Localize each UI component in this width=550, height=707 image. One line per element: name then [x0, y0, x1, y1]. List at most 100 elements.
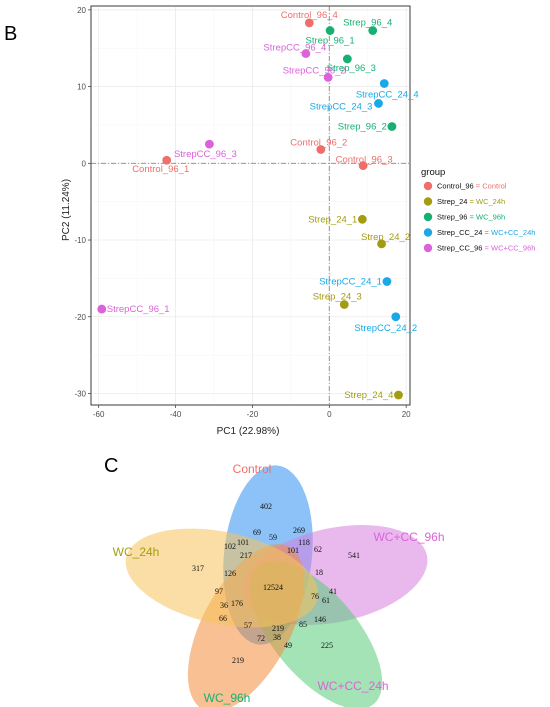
- y-tick-label: -10: [74, 236, 86, 245]
- venn-count: 146: [314, 615, 326, 624]
- venn-count: 176: [231, 599, 243, 608]
- legend-key: Control_96: [437, 182, 474, 191]
- legend-separator: =: [474, 182, 483, 191]
- venn-set-name: WC_24h: [113, 545, 160, 559]
- x-tick-label: 0: [327, 410, 332, 419]
- point-label: Strep_96_2: [338, 121, 387, 132]
- legend-entry: Strep_CC_96 = WC+CC_96h: [437, 244, 535, 253]
- legend-value: WC_96h: [476, 213, 505, 222]
- panel-letter-c: C: [104, 455, 118, 477]
- venn-count: 66: [219, 614, 227, 623]
- legend-title: group: [421, 167, 445, 178]
- venn-set-name: WC_96h: [204, 691, 251, 705]
- point-label: Strep_96_4: [343, 18, 392, 29]
- legend-marker-control-96: [424, 182, 432, 190]
- x-tick-label: -20: [247, 410, 259, 419]
- venn-count: 76: [311, 592, 319, 601]
- venn-count: 62: [314, 545, 322, 554]
- point-strep-96-1: [326, 26, 335, 35]
- venn-count: 12524: [263, 583, 283, 592]
- venn-count: 269: [293, 526, 305, 535]
- venn-count: 57: [244, 621, 252, 630]
- point-strepcc-24-2: [391, 312, 400, 321]
- venn-count: 38: [273, 633, 281, 642]
- legend-entry: Control_96 = Control: [437, 182, 507, 191]
- y-axis-title: PC2 (11.24%): [61, 179, 72, 241]
- point-label: Control_96_2: [290, 137, 347, 148]
- legend-entry: Strep_96 = WC_96h: [437, 213, 505, 222]
- point-strep-24-4: [394, 391, 403, 400]
- x-tick-label: 20: [402, 410, 411, 419]
- venn-count: 317: [192, 564, 204, 573]
- venn-count: 61: [322, 596, 330, 605]
- y-tick-label: -30: [74, 389, 86, 398]
- venn-count: 219: [232, 656, 244, 665]
- venn-count: 101: [237, 538, 249, 547]
- venn-count: 36: [220, 601, 228, 610]
- venn-count: 85: [299, 620, 307, 629]
- venn-count: 118: [298, 538, 310, 547]
- legend-key: Strep_96: [437, 213, 467, 222]
- venn-count: 72: [257, 634, 265, 643]
- x-axis-title: PC1 (22.98%): [217, 426, 280, 437]
- point-strep-96-2: [388, 122, 397, 131]
- venn-count: 225: [321, 641, 333, 650]
- venn-count: 69: [253, 528, 261, 537]
- y-tick-label: 20: [77, 6, 86, 15]
- legend-value: WC+CC_96h: [491, 244, 535, 253]
- point-label: Control_96_1: [132, 164, 189, 175]
- point-strepcc-24-4: [380, 79, 389, 88]
- legend-entry: Strep_24 = WC_24h: [437, 197, 505, 206]
- point-label: StrepCC_24_2: [354, 323, 417, 334]
- x-tick-label: -60: [93, 410, 105, 419]
- legend-key: Strep_CC_96: [437, 244, 482, 253]
- legend-marker-strep-cc-96: [424, 244, 432, 252]
- legend-entry: Strep_CC_24 = WC+CC_24h: [437, 228, 535, 237]
- point-label: StrepCC_24_1: [319, 276, 382, 287]
- legend-value: WC_24h: [476, 197, 505, 206]
- legend-value: Control: [482, 182, 507, 191]
- venn-count: 126: [224, 569, 236, 578]
- legend-key: Strep_CC_24: [437, 228, 482, 237]
- pca-chart: B -60 -40 -20 0 20 -30 -20 -10 0 10 20 Control_96_…: [4, 6, 535, 437]
- venn-set-name: WC+CC_96h: [373, 530, 444, 544]
- point-label: Strep_24_2: [361, 232, 410, 243]
- point-strep-24-1: [358, 215, 367, 224]
- point-strepcc-96-1: [97, 305, 106, 314]
- point-strepcc-24-1: [383, 277, 392, 286]
- y-tick-label: 0: [82, 159, 87, 168]
- legend-marker-strep-24: [424, 197, 432, 205]
- venn-set-name: Control: [233, 462, 272, 476]
- point-label: StrepCC_24_3: [310, 101, 373, 112]
- point-label: Control_96_3: [336, 155, 393, 166]
- point-label: StrepCC_96_2: [283, 65, 346, 76]
- venn-count: 18: [315, 568, 323, 577]
- legend-separator: =: [467, 197, 476, 206]
- x-tick-label: -40: [170, 410, 182, 419]
- legend: Control_96 = ControlStrep_24 = WC_24hStr…: [424, 182, 536, 253]
- point-label: StrepCC_96_1: [107, 304, 170, 315]
- point-label: Control_96_4: [281, 10, 338, 21]
- venn-set-name: WC+CC_24h: [317, 679, 388, 693]
- legend-marker-strep-96: [424, 213, 432, 221]
- venn-count: 219: [272, 624, 284, 633]
- point-strepcc-96-3: [205, 140, 214, 149]
- venn-count: 402: [260, 502, 272, 511]
- legend-separator: =: [482, 228, 491, 237]
- venn-count: 97: [215, 587, 223, 596]
- point-label: Strep_24_4: [344, 390, 393, 401]
- legend-marker-strep-cc-24: [424, 228, 432, 236]
- legend-value: WC+CC_24h: [491, 228, 535, 237]
- y-tick-label: 10: [77, 83, 86, 92]
- legend-key: Strep_24: [437, 197, 467, 206]
- venn-count: 217: [240, 551, 252, 560]
- legend-separator: =: [467, 213, 476, 222]
- venn-diagram: C ControlWC+CC_96hWC+CC_24hWC_96hWC_24h …: [104, 455, 445, 707]
- y-tick-label: -20: [74, 313, 86, 322]
- legend-separator: =: [482, 244, 491, 253]
- venn-count: 541: [348, 551, 360, 560]
- point-label: Strep_24_3: [313, 291, 362, 302]
- venn-count: 59: [269, 533, 277, 542]
